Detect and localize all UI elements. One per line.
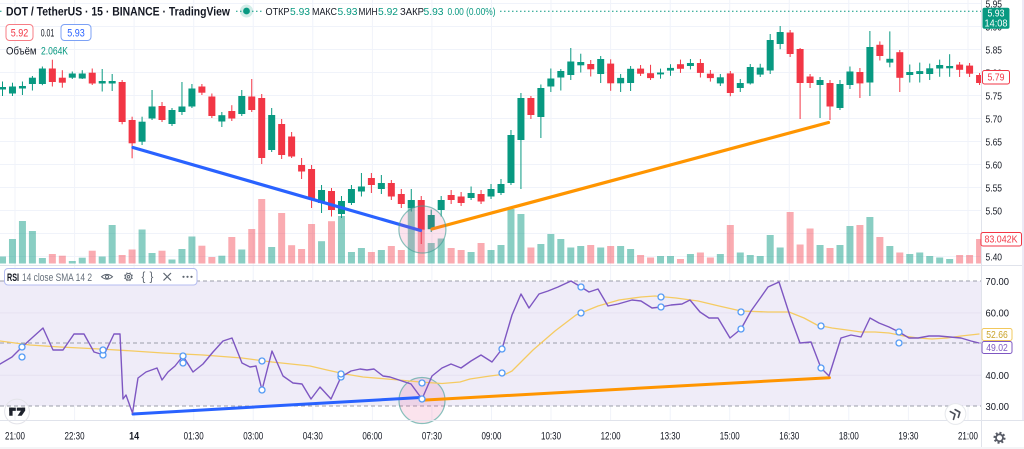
svg-text:5.85: 5.85 <box>986 44 1003 56</box>
svg-text:5.55: 5.55 <box>986 182 1003 194</box>
svg-text:5.75: 5.75 <box>986 90 1003 102</box>
svg-text:ЗАКР: ЗАКР <box>400 6 424 18</box>
svg-text:49.02: 49.02 <box>986 342 1008 354</box>
svg-text:}: } <box>150 272 154 284</box>
svg-text:03:00: 03:00 <box>243 431 263 443</box>
svg-text:15:00: 15:00 <box>720 431 740 443</box>
svg-text:МИН: МИН <box>359 6 378 18</box>
svg-text:21:00: 21:00 <box>958 431 978 443</box>
svg-text:5.93: 5.93 <box>67 27 85 39</box>
svg-text:5.92: 5.92 <box>11 27 29 39</box>
svg-text:21:00: 21:00 <box>5 431 25 443</box>
svg-text:5.65: 5.65 <box>986 136 1003 148</box>
svg-text:01:30: 01:30 <box>184 431 204 443</box>
svg-text:19:30: 19:30 <box>898 431 918 443</box>
svg-text:5.60: 5.60 <box>986 159 1003 171</box>
svg-text:ОТКР: ОТКР <box>266 6 290 18</box>
svg-text:МАКС: МАКС <box>312 6 337 18</box>
svg-text:60.00: 60.00 <box>986 308 1010 320</box>
svg-text:0.01: 0.01 <box>41 27 55 39</box>
svg-text:5.70: 5.70 <box>986 113 1003 125</box>
svg-text:RSI: RSI <box>7 272 19 284</box>
svg-text:07:30: 07:30 <box>422 431 442 443</box>
svg-text:14: 14 <box>129 431 140 443</box>
svg-text:83.042K: 83.042K <box>985 234 1018 246</box>
svg-text:14 close SMA 14 2: 14 close SMA 14 2 <box>22 272 92 284</box>
svg-text:18:00: 18:00 <box>839 431 859 443</box>
svg-text:{: { <box>142 272 146 284</box>
svg-text:13:30: 13:30 <box>660 431 680 443</box>
svg-text:5.92: 5.92 <box>378 6 398 18</box>
svg-text:5.93: 5.93 <box>988 7 1005 19</box>
svg-text:Объём: Объём <box>6 46 37 58</box>
svg-text:22:30: 22:30 <box>65 431 85 443</box>
svg-text:12:00: 12:00 <box>601 431 621 443</box>
svg-text:0.00 (0.00%): 0.00 (0.00%) <box>448 6 496 18</box>
svg-text:14:08: 14:08 <box>985 18 1008 30</box>
svg-text:5.93: 5.93 <box>338 6 358 18</box>
svg-text:5.93: 5.93 <box>424 6 444 18</box>
svg-text:DOT / TetherUS · 15 · BINANCE: DOT / TetherUS · 15 · BINANCE · TradingV… <box>6 5 231 19</box>
svg-text:04:30: 04:30 <box>303 431 323 443</box>
svg-text:06:00: 06:00 <box>362 431 382 443</box>
svg-text:5.93: 5.93 <box>290 6 310 18</box>
svg-text:5.95: 5.95 <box>986 0 1003 10</box>
svg-text:10:30: 10:30 <box>541 431 561 443</box>
svg-text:5.79: 5.79 <box>988 72 1005 84</box>
svg-text:52.66: 52.66 <box>986 329 1008 341</box>
svg-text:30.00: 30.00 <box>986 401 1010 413</box>
svg-text:09:00: 09:00 <box>481 431 501 443</box>
svg-text:2.064K: 2.064K <box>41 46 69 58</box>
svg-text:5.40: 5.40 <box>986 251 1003 263</box>
svg-text:16:30: 16:30 <box>779 431 799 443</box>
svg-text:5.50: 5.50 <box>986 205 1003 217</box>
svg-text:40.00: 40.00 <box>986 370 1010 382</box>
svg-text:70.00: 70.00 <box>986 276 1010 288</box>
